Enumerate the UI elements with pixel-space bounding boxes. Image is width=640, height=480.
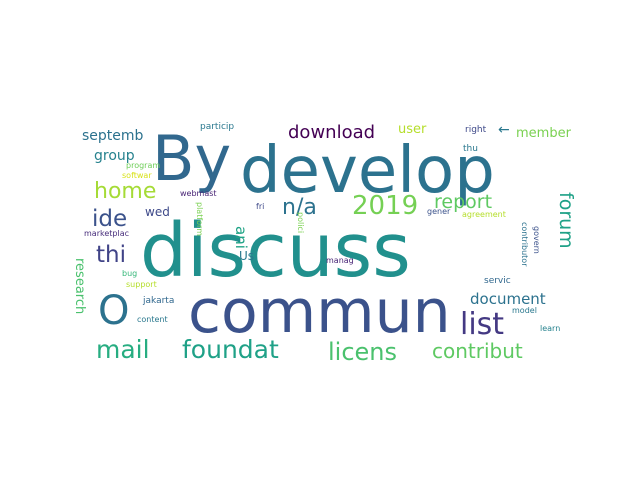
word-septemb: septemb bbox=[82, 128, 144, 144]
word-contribut: contribut bbox=[432, 339, 523, 363]
word-support: support bbox=[126, 280, 157, 289]
word-report: report bbox=[434, 191, 492, 213]
word-platform: platform bbox=[195, 202, 204, 236]
word-us: Us bbox=[239, 249, 254, 263]
word-group: group bbox=[94, 148, 135, 164]
word-2019: 2019 bbox=[352, 191, 418, 221]
word-develop: develop bbox=[240, 134, 495, 208]
word-licens: licens bbox=[328, 338, 397, 366]
word-home: home bbox=[94, 179, 156, 204]
word-n-a: n/a bbox=[282, 195, 317, 220]
word-webmast: webmast bbox=[180, 189, 217, 198]
word-ide: ide bbox=[92, 206, 127, 232]
word-right: right bbox=[465, 125, 487, 135]
word-commun: commun bbox=[188, 277, 451, 347]
word-softwar: softwar bbox=[122, 171, 152, 180]
word-wed: wed bbox=[145, 205, 170, 219]
word-ani: ani bbox=[232, 226, 250, 249]
word-o: O bbox=[98, 288, 129, 334]
word-polici: polici bbox=[296, 212, 305, 233]
word-servic: servic bbox=[484, 276, 511, 286]
word-manag: manag bbox=[326, 256, 354, 265]
word-foundat: foundat bbox=[182, 335, 279, 364]
word-research: research bbox=[72, 258, 87, 314]
word-by: By bbox=[152, 122, 231, 195]
word-fri: fri bbox=[256, 202, 264, 211]
word-agreement: agreement bbox=[462, 210, 506, 219]
word-contributor: contributor bbox=[520, 222, 529, 267]
word-discuss: discuss bbox=[140, 208, 411, 294]
word-thu: thu bbox=[463, 144, 478, 154]
word-learn: learn bbox=[540, 324, 560, 333]
word-marketplac: marketplac bbox=[84, 229, 129, 238]
word-forum: forum bbox=[555, 192, 577, 249]
word-mail: mail bbox=[96, 335, 150, 364]
word-thi: thi bbox=[96, 242, 126, 268]
word-program: program bbox=[126, 161, 160, 170]
word-list: list bbox=[460, 307, 504, 342]
word-member: member bbox=[516, 126, 572, 141]
word-arrow: ← bbox=[498, 122, 510, 138]
word-download: download bbox=[288, 122, 375, 143]
word-document: document bbox=[470, 290, 546, 308]
word-user: user bbox=[398, 122, 427, 137]
word-particip: particip bbox=[200, 122, 234, 132]
word-gener: gener bbox=[427, 207, 451, 216]
word-bug: bug bbox=[122, 269, 137, 278]
word-jakarta: jakarta bbox=[142, 296, 174, 306]
word-content: content bbox=[137, 315, 168, 324]
word-govern: govern bbox=[532, 226, 541, 254]
word-model: model bbox=[512, 306, 537, 315]
